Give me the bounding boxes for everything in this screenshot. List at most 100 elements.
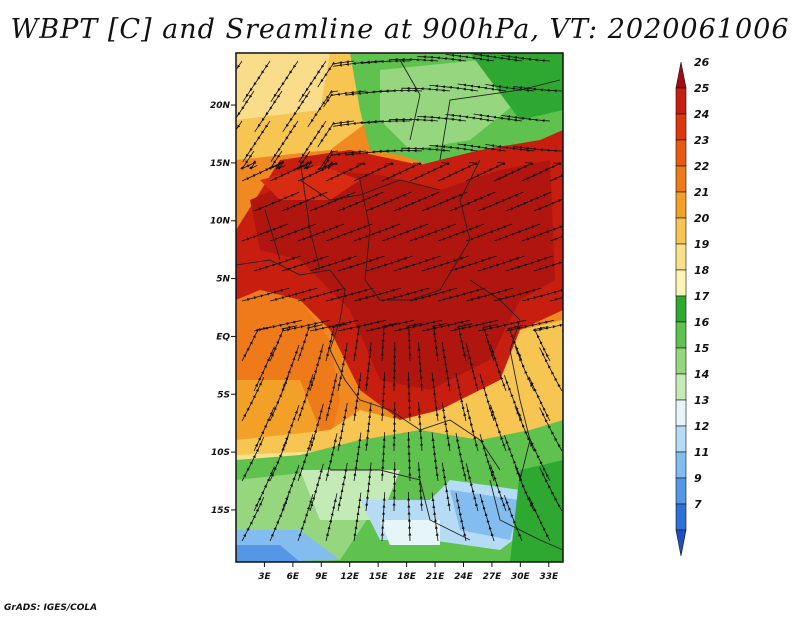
chart-title: WBPT [C] and Sreamline at 900hPa, VT: 20… [10,14,790,45]
streamline [417,342,424,392]
streamline [528,496,551,542]
streamline [407,431,412,482]
streamline [353,432,362,482]
streamline [490,344,507,392]
streamline [337,402,348,452]
streamline [501,115,551,123]
streamline [455,492,467,542]
colorbar-label: 20 [694,212,710,225]
streamline [270,60,299,103]
colorbar-label: 7 [694,498,702,511]
colorbar-swatch [675,425,687,453]
colorbar-swatch [675,87,687,115]
streamline [241,436,265,482]
streamline [417,402,424,452]
streamline [549,161,563,182]
streamline [561,270,563,272]
streamline [490,404,507,452]
lat-tick-label: EQ [216,332,230,342]
streamlines [236,53,563,542]
streamline [236,60,243,98]
streamline [325,493,338,542]
streamline [441,342,451,392]
streamline [380,372,386,422]
streamline [456,323,473,362]
latitude-axis: 20N 15N 10N 5N EQ 5S 10S 15S [210,101,236,516]
streamline [297,494,314,542]
colorbar-swatch [675,503,687,531]
map-frame [235,52,564,563]
streamline [241,496,265,542]
lat-tick-label: 15S [211,506,230,516]
streamline [455,372,467,422]
colorbar-label: 18 [694,264,710,277]
streamline [309,463,324,512]
lat-tick-label: 15N [210,159,231,169]
colorbar-label: 11 [694,446,709,459]
streamline [353,492,362,542]
streamline [504,495,523,542]
wbpt-field [236,53,563,562]
colorbar-swatch [675,217,687,245]
colorbar-label: 16 [694,316,710,329]
colorbar-label: 26 [694,56,710,69]
streamline [236,90,255,128]
streamline [431,492,439,542]
colorbar-label: 12 [694,420,710,433]
colorbar-swatch [675,321,687,349]
streamline [392,401,397,452]
streamline [539,407,563,452]
colorbar-label: 24 [694,108,709,121]
streamline [365,402,372,452]
colorbar-swatch [675,113,687,141]
streamline [539,347,563,392]
lon-tick-label: 15E [369,572,389,582]
colorbar-swatch [675,61,687,89]
streamline [241,326,272,362]
streamline [514,465,535,512]
streamline [431,372,439,422]
lon-tick-label: 3E [258,572,271,582]
streamline [392,341,397,392]
colorbar-swatch [675,139,687,167]
colorbar-label: 21 [694,186,709,199]
streamline [533,194,563,212]
streamline [325,433,338,482]
streamline [514,405,535,452]
colorbar-label: 9 [694,472,702,485]
streamline [431,432,439,482]
streamline [297,324,323,362]
streamline [236,120,243,158]
streamline [380,492,386,542]
lat-tick-label: 10S [211,448,230,458]
streamline [242,120,271,163]
streamline [269,375,289,422]
colorbar: 26 25 24 23 22 21 20 19 18 17 16 15 14 13 12 11 9 7 [675,56,710,557]
lat-tick-label: 5S [217,390,230,400]
streamline [353,322,373,362]
streamline [309,343,324,392]
colorbar-label: 22 [694,160,710,173]
colorbar-label: 23 [694,134,710,147]
streamline [417,462,424,512]
streamline [513,86,563,93]
colorbar-label: 25 [694,82,710,95]
lon-tick-label: 21E [426,572,446,582]
colorbar-swatch [675,191,687,219]
colorbar-label: 13 [694,394,710,407]
streamline [365,342,372,392]
streamline [380,432,386,482]
streamline [549,288,563,302]
lat-tick-label: 20N [210,101,231,111]
colorbar-swatch [675,269,687,297]
streamline [269,325,298,362]
streamline [392,461,397,512]
streamline [297,434,314,482]
colorbar-swatch [675,529,687,557]
colorbar-label: 19 [694,238,710,251]
streamline [269,495,289,542]
streamline [441,402,451,452]
streamline [533,257,563,272]
lon-tick-label: 33E [539,572,559,582]
lon-tick-label: 9E [315,572,328,582]
